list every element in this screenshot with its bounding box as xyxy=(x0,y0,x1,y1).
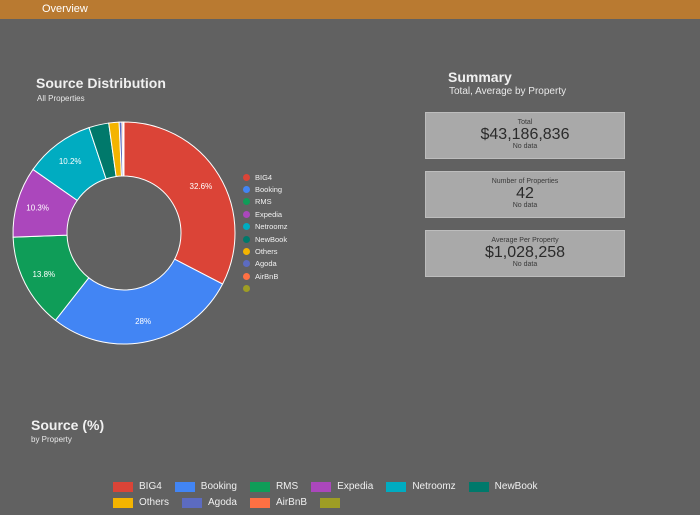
legend-swatch-icon xyxy=(113,497,133,508)
legend-dot-icon xyxy=(243,235,250,243)
legend-swatch-icon xyxy=(311,481,332,492)
legend-label: BIG4 xyxy=(255,172,273,182)
legend-item[interactable]: Agoda xyxy=(182,497,237,508)
legend-item[interactable]: Expedia xyxy=(243,208,288,220)
legend-item[interactable]: AirBnB xyxy=(249,497,308,508)
legend-label: Netroomz xyxy=(412,481,456,492)
legend-label: Netroomz xyxy=(255,222,288,232)
legend-label: Others xyxy=(255,247,278,257)
legend-dot-icon xyxy=(243,173,250,181)
legend-item[interactable]: AirBnB xyxy=(243,270,288,282)
legend-item[interactable]: Expedia xyxy=(311,481,373,492)
donut-chart-subtitle: All Properties xyxy=(37,94,85,103)
legend-item[interactable]: Booking xyxy=(243,183,288,195)
legend-swatch-icon xyxy=(174,481,195,492)
legend-swatch-icon xyxy=(113,481,133,492)
donut-data-label: 10.2% xyxy=(59,157,82,166)
average-card-value: $1,028,258 xyxy=(484,244,566,261)
legend-item[interactable]: NewBook xyxy=(243,233,288,245)
legend-swatch-icon xyxy=(320,497,341,508)
legend-label: Expedia xyxy=(255,209,283,219)
source-section-subtitle: by Property xyxy=(31,435,72,444)
legend-label: BIG4 xyxy=(139,481,162,492)
legend-label: Expedia xyxy=(337,481,374,492)
legend-label: Booking xyxy=(255,185,283,195)
total-card-value: $43,186,836 xyxy=(480,126,570,143)
properties-card: Number of Properties 42 No data xyxy=(425,171,625,218)
tab-overview[interactable]: Overview xyxy=(42,3,88,15)
legend-item[interactable]: Others xyxy=(243,245,288,257)
summary-subtitle: Total, Average by Property xyxy=(449,86,567,97)
legend-item[interactable]: Booking xyxy=(174,481,237,492)
legend-item[interactable] xyxy=(320,497,346,508)
legend-dot-icon xyxy=(243,198,250,206)
total-card: Total $43,186,836 No data xyxy=(425,112,625,159)
legend-label: AirBnB xyxy=(275,497,308,508)
legend-swatch-icon xyxy=(386,481,407,492)
average-card-note: No data xyxy=(512,261,538,268)
legend-label: Agoda xyxy=(255,259,277,269)
legend-label: NewBook xyxy=(494,481,538,492)
legend-label: NewBook xyxy=(255,234,288,244)
donut-chart-title: Source Distribution xyxy=(36,75,166,91)
legend-item[interactable]: RMS xyxy=(249,481,299,492)
donut-data-label: 10.3% xyxy=(26,204,49,213)
legend-item[interactable]: NewBook xyxy=(468,481,538,492)
legend-item[interactable]: RMS xyxy=(243,196,288,208)
legend-item[interactable]: Others xyxy=(113,497,169,508)
total-card-label: Total xyxy=(517,119,533,126)
donut-data-label: 28% xyxy=(135,317,151,326)
properties-card-note: No data xyxy=(512,202,538,209)
legend-dot-icon xyxy=(243,248,250,256)
legend-label: Others xyxy=(139,497,170,508)
average-card: Average Per Property $1,028,258 No data xyxy=(425,230,625,277)
legend-item[interactable]: Netroomz xyxy=(243,221,288,233)
donut-data-label: 32.6% xyxy=(190,182,213,191)
legend-dot-icon xyxy=(243,210,250,218)
legend-item[interactable]: BIG4 xyxy=(243,171,288,183)
average-card-label: Average Per Property xyxy=(491,237,559,244)
top-bar: Overview xyxy=(0,0,700,19)
legend-item[interactable]: BIG4 xyxy=(113,481,162,492)
source-section-title: Source (%) xyxy=(31,417,105,433)
source-legend: BIG4 Booking RMS Expedia Netroomz NewBook Othe… xyxy=(113,481,593,508)
legend-label: AirBnB xyxy=(255,271,279,281)
donut-slice-unlabeled[interactable] xyxy=(122,121,125,177)
legend-item[interactable]: Netroomz xyxy=(386,481,456,492)
properties-card-label: Number of Properties xyxy=(491,178,559,185)
legend-item[interactable]: Agoda xyxy=(243,258,288,270)
legend-dot-icon xyxy=(243,223,250,231)
legend-dot-icon xyxy=(243,186,250,194)
legend-swatch-icon xyxy=(249,497,270,508)
donut-slice-big4[interactable] xyxy=(123,121,236,285)
legend-dot-icon xyxy=(243,272,250,280)
legend-swatch-icon xyxy=(249,481,270,492)
summary-title: Summary xyxy=(448,69,512,85)
legend-item[interactable] xyxy=(243,283,288,295)
source-distribution-chart[interactable]: 32.6% 28% 13.8% 10.3% 10.2% xyxy=(0,110,240,350)
legend-swatch-icon xyxy=(182,497,203,508)
total-card-note: No data xyxy=(512,143,538,150)
properties-card-value: 42 xyxy=(516,185,534,202)
legend-label: RMS xyxy=(275,481,299,492)
legend-label: Booking xyxy=(200,481,237,492)
legend-dot-icon xyxy=(243,285,250,293)
legend-label: Agoda xyxy=(208,497,237,508)
legend-dot-icon xyxy=(243,260,250,268)
donut-legend: BIG4 Booking RMS Expedia Netroomz NewBook Othe… xyxy=(243,171,288,295)
donut-data-label: 13.8% xyxy=(32,270,55,279)
legend-swatch-icon xyxy=(468,481,489,492)
legend-label: RMS xyxy=(255,197,272,207)
donut-slice-booking[interactable] xyxy=(54,258,224,345)
